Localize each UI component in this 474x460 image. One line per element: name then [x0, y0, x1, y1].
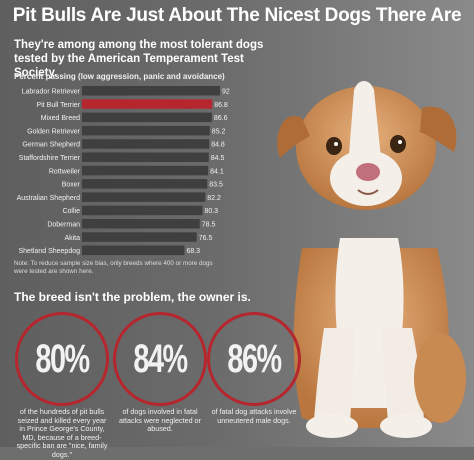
category-label: Pit Bull Terrier	[37, 102, 81, 109]
bar	[82, 192, 206, 202]
category-label: Labrador Retriever	[22, 89, 81, 96]
bar	[82, 112, 212, 123]
bar	[82, 245, 185, 256]
page-title: Pit Bulls Are Just About The Nicest Dogs…	[12, 5, 462, 26]
value-label: 84.1	[210, 168, 224, 175]
bar	[82, 86, 220, 96]
stat-value: 84%	[133, 336, 188, 381]
value-label: 80.3	[204, 208, 218, 215]
bar	[82, 125, 210, 136]
category-label: Staffordshire Terrier	[19, 155, 81, 162]
chart-note: Note: To reduce sample size bias, only b…	[14, 260, 213, 275]
value-label: 83.5	[209, 182, 223, 189]
stat-item: 86% of fatal dog attacks involve unneute…	[206, 312, 302, 425]
category-label: Collie	[62, 208, 80, 215]
bar	[82, 152, 209, 162]
bar	[82, 165, 209, 176]
value-label: 78.5	[202, 222, 216, 229]
value-label: 86.8	[214, 102, 228, 109]
value-label: 76.5	[199, 235, 213, 242]
value-label: 92	[222, 89, 230, 96]
stat-text: of the hundreds of pit bulls seized and …	[16, 407, 108, 459]
category-label: German Shepherd	[22, 142, 80, 149]
bar	[82, 179, 208, 189]
category-label: Akita	[64, 235, 80, 242]
value-label: 86.6	[214, 115, 228, 122]
value-label: 84.5	[211, 155, 225, 162]
stat-text: of fatal dog attacks involve unneutered …	[211, 407, 297, 425]
category-label: Boxer	[62, 182, 81, 189]
chart-caption: Percent passing (low aggression, panic a…	[14, 72, 225, 81]
category-label: Australian Shepherd	[17, 195, 81, 202]
bar	[82, 139, 210, 149]
puppy-illustration	[277, 81, 466, 438]
subtitle: They're among among the most tolerant do…	[14, 39, 264, 79]
stat-value: 86%	[227, 336, 282, 381]
value-label: 84.8	[211, 142, 225, 149]
stat-value: 80%	[35, 336, 90, 381]
category-label: Golden Retriever	[27, 128, 81, 135]
stat-ring: 80%	[15, 312, 109, 406]
stat-ring: 84%	[113, 312, 207, 406]
stat-item: 84% of dogs involved in fatal attacks we…	[112, 312, 208, 434]
category-label: Doberman	[47, 222, 80, 229]
section-heading: The breed isn't the problem, the owner i…	[14, 290, 251, 304]
bar	[82, 219, 200, 229]
stat-ring: 86%	[207, 312, 301, 406]
bar	[82, 99, 213, 109]
category-label: Rottweiler	[49, 168, 81, 175]
stat-text: of dogs involved in fatal attacks were n…	[119, 407, 201, 434]
bar	[82, 205, 203, 216]
category-label: Shetland Sheepdog	[19, 248, 81, 255]
category-label: Mixed Breed	[41, 115, 80, 122]
bar-chart: Labrador Retriever 92 Pit Bull Terrier 86.8…	[17, 86, 230, 256]
stat-item: 80% of the hundreds of pit bulls seized …	[14, 312, 110, 460]
value-label: 85.2	[212, 128, 226, 135]
value-label: 68.3	[186, 248, 200, 255]
value-label: 82.2	[207, 195, 221, 202]
bar	[82, 232, 197, 242]
